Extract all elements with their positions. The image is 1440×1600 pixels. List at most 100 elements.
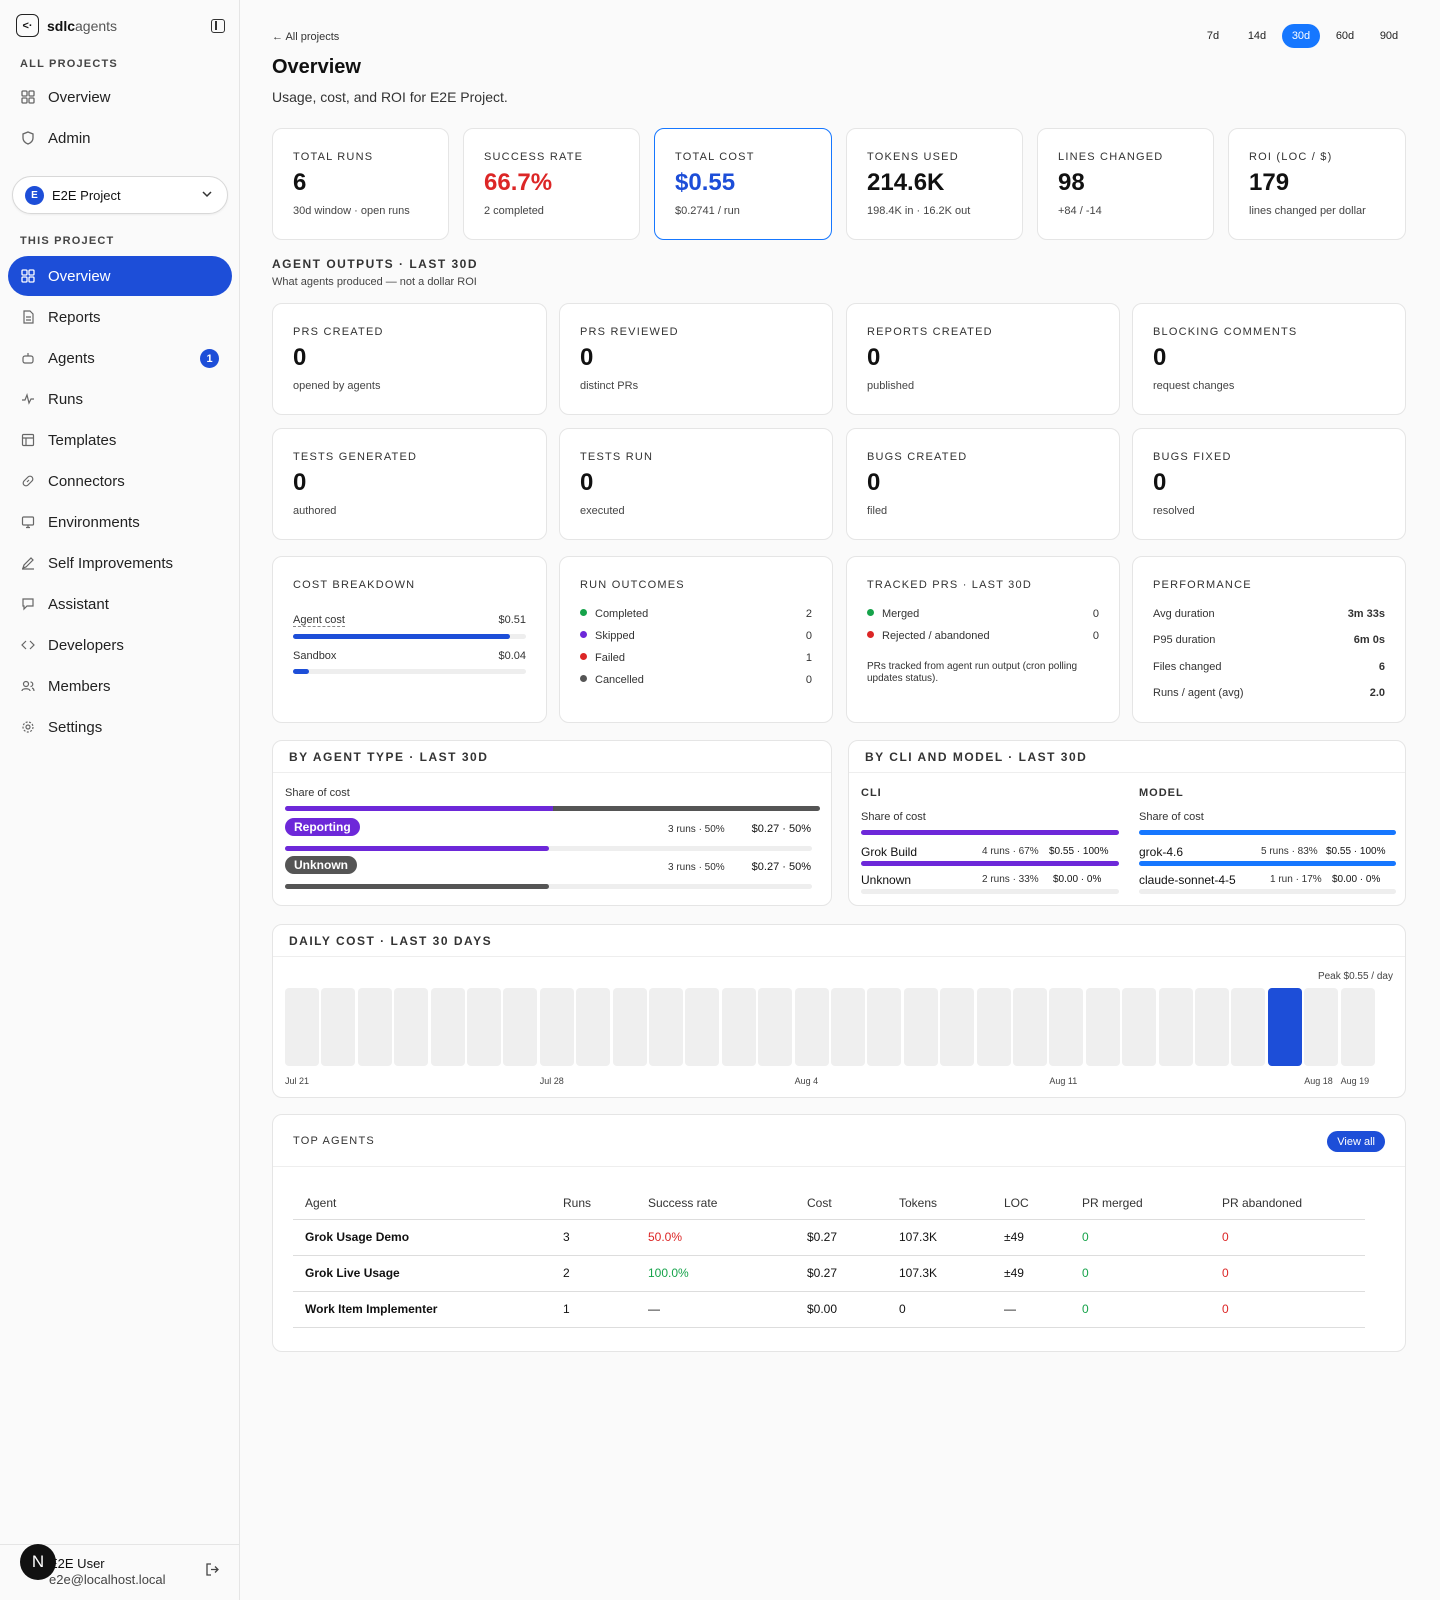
column-header[interactable]: Runs xyxy=(551,1187,636,1220)
sidebar-item-agents[interactable]: Agents 1 xyxy=(8,338,232,378)
daily-cost-bar[interactable] xyxy=(831,988,865,1066)
table-row[interactable]: Work Item Implementer 1 — $0.00 0 — 0 0 xyxy=(293,1291,1365,1328)
sidebar-item-settings[interactable]: Settings xyxy=(8,707,232,747)
column-header[interactable]: Agent xyxy=(293,1187,551,1220)
output-card-blocking-comments: BLOCKING COMMENTS 0 request changes xyxy=(1132,303,1406,415)
sidebar-item-connectors[interactable]: Connectors xyxy=(8,461,232,501)
daily-cost-bar[interactable] xyxy=(394,988,429,1066)
range-tab-30d[interactable]: 30d xyxy=(1282,24,1320,48)
daily-cost-bar[interactable] xyxy=(321,988,356,1066)
perf-value: 6m 0s xyxy=(1353,634,1385,646)
range-tab-60d[interactable]: 60d xyxy=(1335,30,1355,42)
daily-cost-bar[interactable] xyxy=(576,988,611,1066)
project-selector[interactable]: E E2E Project xyxy=(12,176,228,214)
agent-type-pill[interactable]: Reporting xyxy=(285,818,360,836)
daily-cost-bar[interactable] xyxy=(649,988,683,1066)
sidebar-item-admin[interactable]: Admin xyxy=(8,118,232,158)
table-row[interactable]: Grok Usage Demo 3 50.0% $0.27 107.3K ±49… xyxy=(293,1219,1365,1256)
range-tab-14d[interactable]: 14d xyxy=(1247,30,1267,42)
back-to-projects-link[interactable]: ← All projects xyxy=(272,31,340,43)
daily-cost-bar[interactable] xyxy=(1122,988,1157,1066)
column-header[interactable]: Success rate xyxy=(636,1187,795,1220)
daily-cost-bar[interactable] xyxy=(612,988,647,1066)
brand[interactable]: <· sdlcagents xyxy=(16,14,117,37)
range-tab-90d[interactable]: 90d xyxy=(1379,30,1399,42)
view-all-button[interactable]: View all xyxy=(1327,1131,1385,1152)
daily-cost-bar[interactable] xyxy=(357,988,392,1066)
sidebar-item-all-overview[interactable]: Overview xyxy=(8,77,232,117)
sidebar-item-assistant[interactable]: Assistant xyxy=(8,584,232,624)
stat-sub: distinct PRs xyxy=(580,380,639,392)
sidebar-item-templates[interactable]: Templates xyxy=(8,420,232,460)
outcome-label: Completed xyxy=(595,608,649,620)
daily-cost-bar[interactable] xyxy=(1267,988,1302,1066)
sidebar-item-overview[interactable]: Overview xyxy=(8,256,232,296)
sidebar-item-environments[interactable]: Environments xyxy=(8,502,232,542)
column-header[interactable]: LOC xyxy=(992,1187,1070,1220)
cli-name: Unknown xyxy=(861,873,912,887)
daily-cost-bar[interactable] xyxy=(1231,988,1266,1066)
monitor-icon xyxy=(20,514,36,530)
pr-value: 0 xyxy=(1092,608,1099,620)
column-header[interactable]: PR merged xyxy=(1070,1187,1210,1220)
daily-cost-bar[interactable] xyxy=(1304,988,1339,1066)
cost-bar-sandbox xyxy=(293,669,526,674)
card-title: COST BREAKDOWN xyxy=(293,579,416,591)
stat-label: TOKENS USED xyxy=(867,151,959,163)
daily-cost-bar[interactable] xyxy=(1340,988,1375,1066)
cancelled-dot-icon xyxy=(580,675,587,682)
daily-cost-bar[interactable] xyxy=(721,988,756,1066)
outcome-label: Failed xyxy=(595,652,625,664)
perf-value: 2.0 xyxy=(1369,687,1385,699)
sidebar-item-self-improvements[interactable]: Self Improvements xyxy=(8,543,232,583)
agent-name[interactable]: Work Item Implementer xyxy=(293,1291,551,1328)
outcome-label: Skipped xyxy=(595,630,635,642)
daily-cost-bar[interactable] xyxy=(1085,988,1120,1066)
daily-cost-bar[interactable] xyxy=(285,988,319,1066)
page-title: Overview xyxy=(272,56,361,78)
sidebar-item-label: Connectors xyxy=(48,472,125,490)
range-tab-7d[interactable]: 7d xyxy=(1206,30,1220,42)
column-header[interactable]: Tokens xyxy=(887,1187,992,1220)
daily-cost-bar[interactable] xyxy=(976,988,1011,1066)
agent-type-pill[interactable]: Unknown xyxy=(285,856,357,874)
daily-cost-bar[interactable] xyxy=(430,988,465,1066)
daily-cost-bar[interactable] xyxy=(1013,988,1047,1066)
perf-row: Avg duration 3m 33s xyxy=(1153,608,1385,620)
daily-cost-bar[interactable] xyxy=(758,988,793,1066)
daily-cost-bar[interactable] xyxy=(903,988,938,1066)
cost-row-label[interactable]: Agent cost xyxy=(293,614,345,627)
daily-cost-bar[interactable] xyxy=(867,988,902,1066)
stat-sub: filed xyxy=(867,505,888,517)
column-header[interactable]: PR abandoned xyxy=(1210,1187,1365,1220)
daily-cost-bar[interactable] xyxy=(1195,988,1229,1066)
daily-cost-bar[interactable] xyxy=(940,988,975,1066)
rejected-dot-icon xyxy=(867,631,874,638)
daily-cost-bar[interactable] xyxy=(1049,988,1084,1066)
stat-label: BLOCKING COMMENTS xyxy=(1153,326,1298,338)
agent-name[interactable]: Grok Usage Demo xyxy=(293,1219,551,1256)
agent-name[interactable]: Grok Live Usage xyxy=(293,1255,551,1292)
user-avatar[interactable]: N xyxy=(20,1544,56,1580)
daily-cost-bar[interactable] xyxy=(467,988,501,1066)
output-card-tests-generated: TESTS GENERATED 0 authored xyxy=(272,428,547,540)
daily-cost-bar[interactable] xyxy=(794,988,829,1066)
agent-success-rate: 100.0% xyxy=(636,1255,795,1292)
daily-cost-bar[interactable] xyxy=(539,988,574,1066)
table-row[interactable]: Grok Live Usage 2 100.0% $0.27 107.3K ±4… xyxy=(293,1255,1365,1292)
sidebar-collapse-icon[interactable] xyxy=(211,19,225,33)
sidebar-item-reports[interactable]: Reports xyxy=(8,297,232,337)
agent-outputs-subtitle: What agents produced — not a dollar ROI xyxy=(272,276,477,288)
stat-label: TESTS GENERATED xyxy=(293,451,418,463)
stat-label: LINES CHANGED xyxy=(1058,151,1164,163)
daily-cost-bar[interactable] xyxy=(503,988,538,1066)
logout-icon[interactable] xyxy=(205,1562,220,1581)
x-tick-label: Aug 18 xyxy=(1304,1076,1333,1086)
sidebar-item-developers[interactable]: Developers xyxy=(8,625,232,665)
daily-cost-bar[interactable] xyxy=(1158,988,1193,1066)
sidebar-item-members[interactable]: Members xyxy=(8,666,232,706)
sidebar-item-runs[interactable]: Runs xyxy=(8,379,232,419)
column-header[interactable]: Cost xyxy=(795,1187,887,1220)
perf-label: P95 duration xyxy=(1153,634,1216,646)
daily-cost-bar[interactable] xyxy=(685,988,720,1066)
